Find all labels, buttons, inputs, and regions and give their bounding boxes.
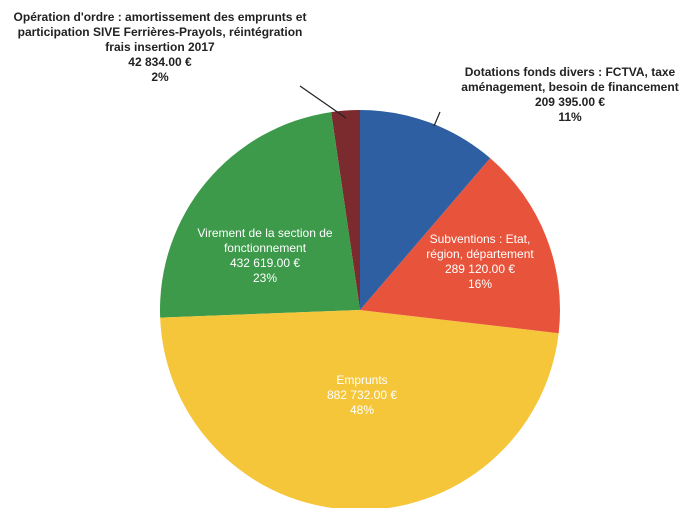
leader-line — [433, 111, 441, 127]
value-label: 42 834.00 € — [128, 55, 192, 69]
value-label: 209 395.00 € — [534, 95, 606, 109]
slice-label: Emprunts 882 732.00 €48% — [292, 373, 432, 418]
value-label: 882 732.00 € — [326, 388, 398, 402]
category-label: Emprunts — [336, 373, 388, 387]
value-label: 289 120.00 € — [444, 262, 516, 276]
category-label: Dotations fonds divers : FCTVA, taxe amé… — [461, 65, 679, 94]
category-label: Subventions : Etat, région, département — [426, 232, 534, 261]
slice-label: Virement de la section de fonctionnement… — [185, 226, 345, 286]
percent-label: 2% — [151, 70, 169, 84]
pie-slice — [160, 310, 559, 508]
leader-line — [299, 85, 347, 119]
percent-label: 48% — [349, 403, 375, 417]
percent-label: 23% — [252, 271, 278, 285]
percent-label: 11% — [558, 110, 582, 124]
category-label: Opération d'ordre : amortissement des em… — [13, 10, 307, 54]
value-label: 432 619.00 € — [229, 256, 301, 270]
percent-label: 16% — [467, 277, 493, 291]
pie-slice — [331, 110, 360, 310]
pie-slice — [160, 112, 360, 318]
slice-label: Dotations fonds divers : FCTVA, taxe amé… — [450, 65, 690, 125]
pie-slice — [360, 158, 560, 334]
slice-label: Opération d'ordre : amortissement des em… — [10, 10, 310, 85]
pie-slice — [360, 110, 491, 310]
category-label: Virement de la section de fonctionnement — [197, 226, 333, 255]
slice-label: Subventions : Etat, région, département 2… — [425, 232, 535, 292]
